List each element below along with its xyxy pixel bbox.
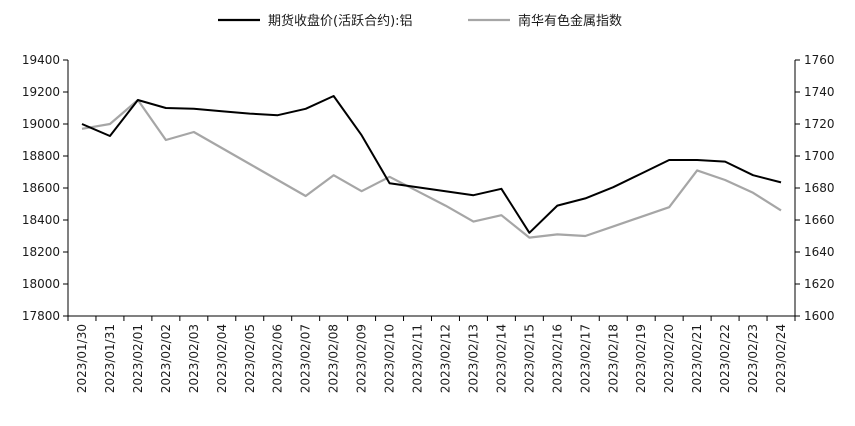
x-tick-label: 2023/02/06 bbox=[271, 324, 285, 393]
right-y-tick-label: 1700 bbox=[804, 149, 835, 163]
x-tick-label: 2023/02/15 bbox=[522, 324, 536, 393]
right-y-tick-label: 1680 bbox=[804, 181, 835, 195]
x-tick-label: 2023/02/07 bbox=[299, 324, 313, 393]
left-y-tick-label: 18600 bbox=[22, 181, 60, 195]
right-y-tick-label: 1640 bbox=[804, 245, 835, 259]
x-tick-label: 2023/02/19 bbox=[634, 324, 648, 393]
x-tick-label: 2023/01/31 bbox=[103, 324, 117, 393]
x-tick-label: 2023/01/30 bbox=[75, 324, 89, 393]
x-tick-label: 2023/02/01 bbox=[131, 324, 145, 393]
left-y-tick-label: 18200 bbox=[22, 245, 60, 259]
x-tick-label: 2023/02/22 bbox=[718, 324, 732, 393]
right-y-tick-label: 1620 bbox=[804, 277, 835, 291]
x-tick-label: 2023/02/05 bbox=[243, 324, 257, 393]
x-tick-label: 2023/02/03 bbox=[187, 324, 201, 393]
x-tick-label: 2023/02/08 bbox=[327, 324, 341, 393]
x-tick-label: 2023/02/12 bbox=[438, 324, 452, 393]
right-y-tick-label: 1760 bbox=[804, 53, 835, 67]
x-tick-label: 2023/02/20 bbox=[662, 324, 676, 393]
axes: 17800 18000 18200 18400 18600 18800 19000 19200… bbox=[22, 53, 835, 393]
legend-label: 期货收盘价(活跃合约):铝 bbox=[268, 13, 413, 29]
x-tick-label: 2023/02/17 bbox=[578, 324, 592, 393]
x-tick-label: 2023/02/13 bbox=[466, 324, 480, 393]
left-y-tick-label: 18800 bbox=[22, 149, 60, 163]
left-y-tick-label: 19200 bbox=[22, 85, 60, 99]
x-tick-label: 2023/02/10 bbox=[383, 324, 397, 393]
x-tick-label: 2023/02/04 bbox=[215, 324, 229, 393]
x-tick-label: 2023/02/16 bbox=[550, 324, 564, 393]
left-y-tick-label: 19000 bbox=[22, 117, 60, 131]
legend: 期货收盘价(活跃合约):铝 南华有色金属指数 bbox=[218, 13, 622, 29]
series-line-nanhua-nonferrous-index bbox=[81, 98, 782, 239]
left-y-tick-label: 18400 bbox=[22, 213, 60, 227]
series-line-aluminum-futures-close bbox=[81, 95, 782, 234]
right-y-tick-label: 1720 bbox=[804, 117, 835, 131]
series-layer bbox=[81, 95, 782, 239]
x-tick-label: 2023/02/02 bbox=[159, 324, 173, 393]
x-tick-label: 2023/02/23 bbox=[746, 324, 760, 393]
left-y-tick-label: 18000 bbox=[22, 277, 60, 291]
right-y-tick-label: 1740 bbox=[804, 85, 835, 99]
x-tick-label: 2023/02/09 bbox=[355, 324, 369, 393]
x-tick-label: 2023/02/21 bbox=[690, 324, 704, 393]
left-y-tick-label: 17800 bbox=[22, 309, 60, 323]
x-tick-label: 2023/02/14 bbox=[494, 324, 508, 393]
x-tick-label: 2023/02/24 bbox=[774, 324, 788, 393]
legend-label: 南华有色金属指数 bbox=[518, 13, 622, 29]
right-y-tick-label: 1600 bbox=[804, 309, 835, 323]
x-tick-label: 2023/02/11 bbox=[411, 324, 425, 393]
left-y-tick-label: 19400 bbox=[22, 53, 60, 67]
right-y-tick-label: 1660 bbox=[804, 213, 835, 227]
x-tick-label: 2023/02/18 bbox=[606, 324, 620, 393]
